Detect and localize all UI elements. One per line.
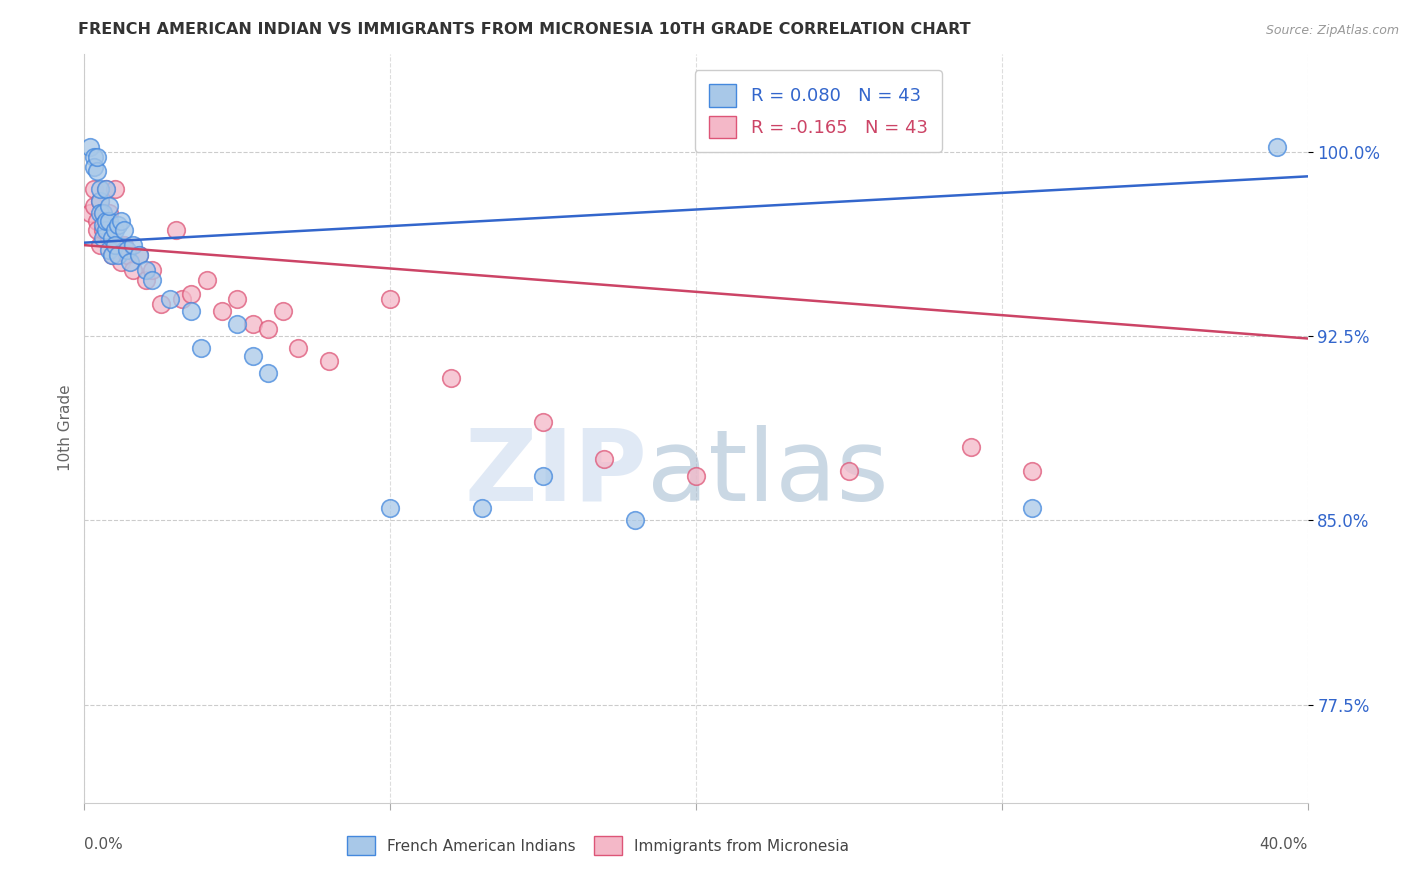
Point	[104, 238, 127, 252]
Point	[101, 248, 124, 262]
Point	[624, 513, 647, 527]
Point	[115, 243, 138, 257]
Point	[104, 181, 127, 195]
Point	[226, 317, 249, 331]
Point	[104, 223, 127, 237]
Text: ZIP: ZIP	[464, 425, 647, 522]
Point	[242, 349, 264, 363]
Point	[1265, 140, 1288, 154]
Point	[94, 181, 117, 195]
Legend: French American Indians, Immigrants from Micronesia: French American Indians, Immigrants from…	[340, 829, 856, 863]
Point	[94, 213, 117, 227]
Point	[128, 248, 150, 262]
Point	[110, 213, 132, 227]
Point	[110, 255, 132, 269]
Point	[112, 223, 135, 237]
Point	[195, 272, 218, 286]
Point	[94, 181, 117, 195]
Point	[79, 206, 101, 220]
Point	[685, 469, 707, 483]
Point	[226, 292, 249, 306]
Point	[122, 262, 145, 277]
Point	[94, 213, 117, 227]
Point	[83, 181, 105, 195]
Point	[1021, 464, 1043, 478]
Point	[172, 292, 194, 306]
Point	[83, 160, 105, 174]
Point	[83, 199, 105, 213]
Point	[440, 371, 463, 385]
Point	[86, 164, 108, 178]
Point	[97, 206, 120, 220]
Point	[593, 451, 616, 466]
Point	[380, 501, 402, 516]
Point	[242, 317, 264, 331]
Point	[271, 304, 294, 318]
Point	[89, 181, 111, 195]
Point	[91, 219, 114, 233]
Point	[86, 213, 108, 227]
Point	[107, 243, 129, 257]
Point	[838, 464, 860, 478]
Point	[257, 366, 280, 380]
Point	[135, 272, 157, 286]
Point	[1021, 501, 1043, 516]
Point	[91, 231, 114, 245]
Point	[135, 262, 157, 277]
Point	[531, 469, 554, 483]
Text: 0.0%: 0.0%	[84, 837, 124, 852]
Text: FRENCH AMERICAN INDIAN VS IMMIGRANTS FROM MICRONESIA 10TH GRADE CORRELATION CHAR: FRENCH AMERICAN INDIAN VS IMMIGRANTS FRO…	[79, 22, 972, 37]
Point	[89, 194, 111, 208]
Point	[960, 440, 983, 454]
Point	[86, 150, 108, 164]
Point	[122, 238, 145, 252]
Point	[120, 255, 142, 269]
Point	[180, 287, 202, 301]
Point	[380, 292, 402, 306]
Point	[107, 248, 129, 262]
Y-axis label: 10th Grade: 10th Grade	[58, 384, 73, 472]
Point	[89, 238, 111, 252]
Point	[318, 353, 340, 368]
Point	[91, 206, 114, 220]
Point	[141, 262, 163, 277]
Point	[211, 304, 233, 318]
Point	[257, 321, 280, 335]
Point	[190, 341, 212, 355]
Point	[97, 199, 120, 213]
Point	[89, 206, 111, 220]
Point	[165, 223, 187, 237]
Point	[159, 292, 181, 306]
Text: Source: ZipAtlas.com: Source: ZipAtlas.com	[1265, 24, 1399, 37]
Text: atlas: atlas	[647, 425, 889, 522]
Point	[180, 304, 202, 318]
Point	[128, 248, 150, 262]
Point	[86, 223, 108, 237]
Point	[101, 248, 124, 262]
Point	[89, 194, 111, 208]
Point	[97, 213, 120, 227]
Text: 40.0%: 40.0%	[1260, 837, 1308, 852]
Point	[97, 243, 120, 257]
Point	[91, 223, 114, 237]
Point	[141, 272, 163, 286]
Point	[471, 501, 494, 516]
Point	[101, 231, 124, 245]
Point	[97, 231, 120, 245]
Point	[94, 223, 117, 237]
Point	[112, 238, 135, 252]
Point	[115, 248, 138, 262]
Point	[79, 140, 101, 154]
Point	[531, 415, 554, 429]
Point	[107, 219, 129, 233]
Point	[287, 341, 309, 355]
Point	[91, 206, 114, 220]
Point	[83, 150, 105, 164]
Point	[149, 297, 172, 311]
